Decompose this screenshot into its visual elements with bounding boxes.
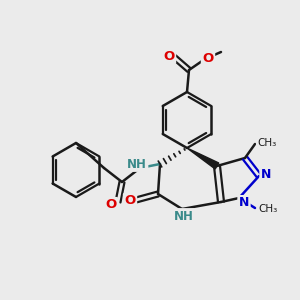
- Text: NH: NH: [127, 158, 147, 170]
- Text: CH₃: CH₃: [257, 138, 276, 148]
- Text: NH: NH: [174, 209, 194, 223]
- Text: O: O: [124, 194, 136, 208]
- Text: O: O: [105, 199, 117, 212]
- Text: CH₃: CH₃: [258, 204, 277, 214]
- Text: N: N: [261, 167, 271, 181]
- Polygon shape: [187, 148, 219, 169]
- Text: O: O: [202, 52, 214, 64]
- Text: O: O: [164, 50, 175, 62]
- Text: N: N: [239, 196, 249, 209]
